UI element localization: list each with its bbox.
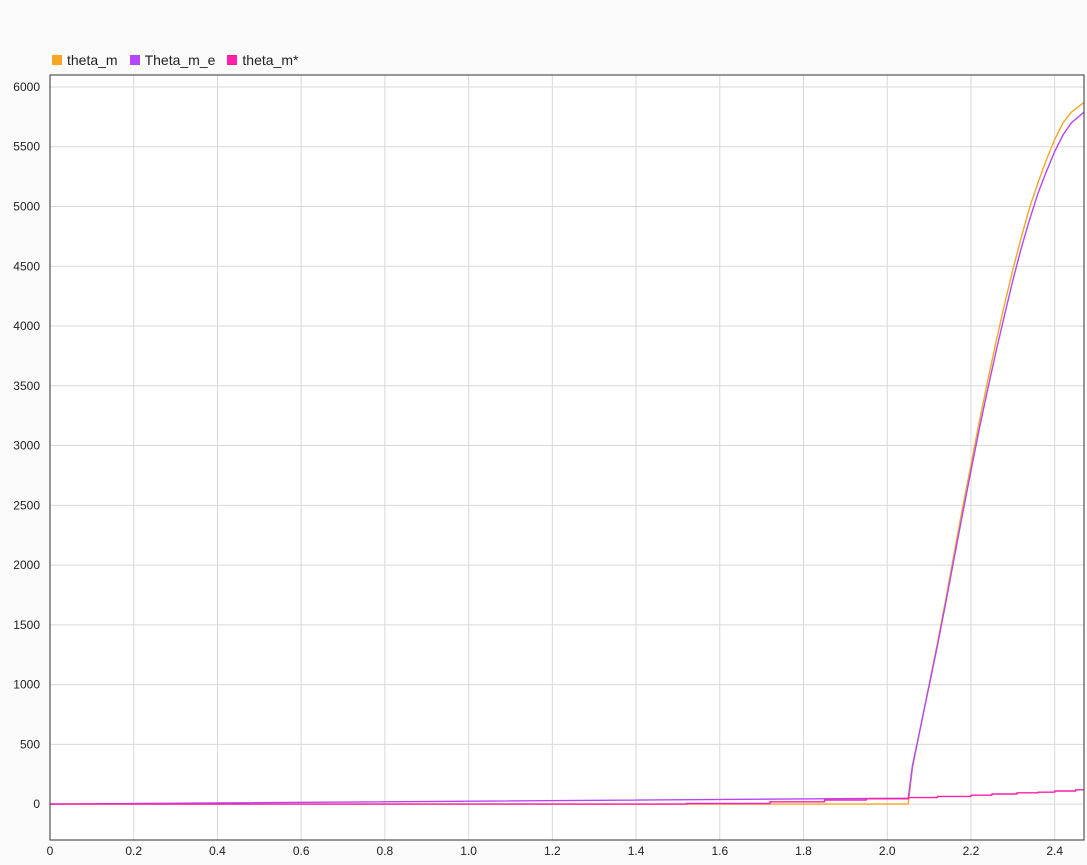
x-tick-label: 2.4 [1046, 844, 1063, 858]
y-axis-ticks: 0 500 1000 1500 2000 2500 3000 3500 4000 4500 5000… [13, 80, 40, 811]
y-tick-label: 500 [20, 737, 40, 751]
legend-item-theta-m-e[interactable]: Theta_m_e [129, 52, 216, 68]
x-tick-label: 0.2 [125, 844, 142, 858]
series-line-theta-m-e [49, 111, 1085, 805]
x-tick-label: 0.4 [209, 844, 226, 858]
x-tick-label: 1.2 [544, 844, 561, 858]
grid [49, 75, 1084, 840]
legend-item-theta-m-star[interactable]: theta_m* [227, 52, 298, 68]
legend-swatch-theta-m-star [227, 55, 238, 65]
legend-item-theta-m[interactable]: theta_m [52, 52, 118, 68]
y-tick-label: 3500 [13, 379, 40, 393]
x-tick-label: 0.8 [377, 844, 394, 858]
legend: theta_m Theta_m_e theta_m* [52, 52, 298, 68]
series-layer [49, 101, 1085, 805]
x-tick-label: 2.0 [879, 844, 896, 858]
x-axis-ticks: 0 0.2 0.4 0.6 0.8 1.0 1.2 1.4 1.6 1.8 2.0 2.2 2.4 [47, 844, 1064, 858]
legend-swatch-theta-m [52, 55, 62, 65]
x-tick-label: 2.2 [963, 844, 980, 858]
x-tick-label: 1.6 [711, 844, 728, 858]
legend-label-theta-m-e: Theta_m_e [144, 52, 216, 68]
x-tick-label: 1.0 [460, 844, 477, 858]
x-tick-label: 0.6 [293, 844, 310, 858]
y-tick-label: 1500 [13, 618, 40, 632]
legend-label-theta-m: theta_m [67, 52, 118, 68]
x-tick-label: 0 [47, 844, 54, 858]
legend-swatch-theta-m-e [129, 55, 140, 65]
y-tick-label: 3000 [13, 439, 40, 453]
x-tick-label: 1.4 [628, 844, 645, 858]
y-tick-label: 4000 [13, 319, 40, 333]
plot-frame [49, 74, 1085, 841]
y-tick-label: 2000 [13, 558, 40, 572]
y-tick-label: 2500 [13, 498, 40, 512]
y-tick-label: 5500 [13, 140, 40, 154]
plot-area [50, 75, 1084, 840]
y-tick-label: 4500 [13, 259, 40, 273]
y-tick-label: 1000 [13, 678, 40, 692]
x-tick-label: 1.8 [795, 844, 812, 858]
y-tick-label: 0 [33, 797, 40, 811]
legend-label-theta-m-star: theta_m* [242, 52, 299, 68]
series-line-theta-m-star [50, 789, 1084, 805]
y-tick-label: 5000 [13, 199, 40, 213]
y-tick-label: 6000 [13, 80, 40, 94]
